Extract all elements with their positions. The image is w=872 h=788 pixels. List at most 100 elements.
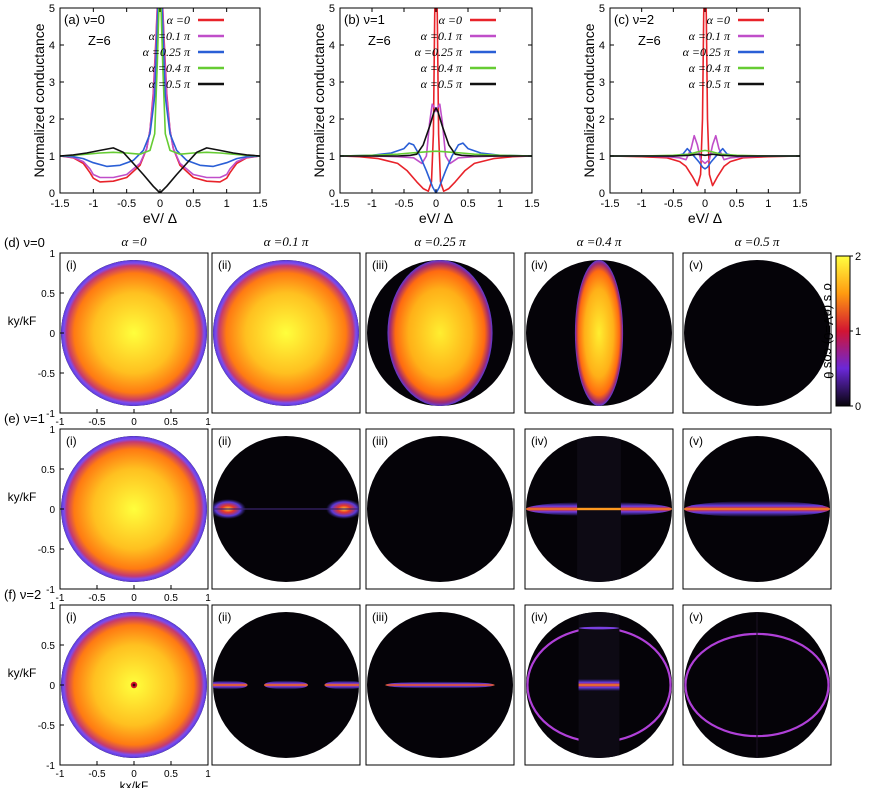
- panel-tag: (iv): [531, 434, 548, 448]
- y-tick-label-c: 5: [599, 3, 605, 15]
- y-tick-label-a: 0: [49, 188, 55, 200]
- series-line-b-1: [340, 103, 532, 165]
- map-x-tick-label: -0.5: [88, 593, 106, 604]
- x-tick-label-c: -1: [637, 198, 647, 210]
- chart-c: -1.5 -1 -0.5 0 0.5 1 1.5 0 1 2 3 4 5 eV/ Δ Normalized …: [581, 3, 808, 226]
- series-line-a-1: [60, 8, 260, 179]
- series-line-a-0: [60, 8, 260, 183]
- y-tick-label-c: 2: [599, 114, 605, 126]
- series-line-a-3: [60, 8, 260, 157]
- series-line-a-4: [60, 147, 260, 193]
- x-tick-label-a: -1.5: [51, 198, 70, 210]
- colorbar-tick-label: 2: [855, 251, 861, 263]
- map-x-tick-label: -0.5: [88, 417, 106, 428]
- map-x-axis-label: kx/kF: [120, 779, 149, 788]
- y-tick-label-c: 1: [599, 151, 605, 163]
- x-tick-label-a: -0.5: [117, 198, 136, 210]
- map-y-tick-label: 0.5: [41, 289, 55, 300]
- y-tick-label-b: 2: [329, 114, 335, 126]
- map-x-tick-label: 1: [205, 769, 211, 780]
- x-tick-label-b: 0: [433, 198, 439, 210]
- map-x-tick-label: 0.5: [164, 417, 178, 428]
- panel-tag: (i): [66, 434, 77, 448]
- legend-label-b: α =0: [439, 13, 462, 27]
- y-tick-label-b: 3: [329, 77, 335, 89]
- series-line-a-2: [60, 8, 260, 168]
- map-y-tick-label: 1: [49, 601, 55, 612]
- map-x-tick-label: 0.5: [164, 769, 178, 780]
- map-streak: [385, 681, 495, 689]
- map-core: [577, 507, 621, 511]
- series-line-c-0: [610, 8, 800, 187]
- map-y-axis-label: ky/kF: [8, 314, 37, 328]
- map-y-tick-label: 1: [49, 425, 55, 436]
- legend-label-c: α =0.5 π: [689, 77, 731, 91]
- map-cell: (i) 1 0.5 0 -0.5 -1 ky/kF -1 -0.5 0 0.5 1 kx/kF: [8, 601, 212, 788]
- map-y-tick-label: 0: [49, 681, 55, 692]
- y-axis-label-a: Normalized conductance: [31, 23, 47, 177]
- map-cell: (iii): [365, 428, 515, 590]
- y-axis-label-c: Normalized conductance: [581, 23, 597, 177]
- y-tick-label-a: 5: [49, 3, 55, 15]
- map-intensity: [61, 436, 207, 582]
- map-x-tick-label: -1: [56, 417, 65, 428]
- colorbar-tick-label: 1: [855, 326, 861, 338]
- y-tick-label-c: 4: [599, 40, 605, 52]
- map-y-tick-label: 0: [49, 329, 55, 340]
- legend-label-c: α =0: [707, 13, 730, 27]
- column-header: α =0: [121, 234, 147, 249]
- map-y-tick-label: 0.5: [41, 465, 55, 476]
- legend-label-b: α =0.4 π: [421, 61, 463, 75]
- row-label: (e) ν=1: [4, 411, 45, 426]
- map-y-tick-label: 0.5: [41, 641, 55, 652]
- x-axis-label-a: eV/ Δ: [143, 210, 177, 226]
- map-x-tick-label: 0: [131, 593, 137, 604]
- x-tick-label-c: -0.5: [664, 198, 683, 210]
- column-header: α =0.1 π: [264, 234, 309, 249]
- x-tick-label-b: -1.5: [331, 198, 350, 210]
- x-tick-label-a: 0: [157, 198, 163, 210]
- colorbar-label: σ s (eV=0) cos θ: [821, 283, 836, 379]
- panel-tag: (v): [689, 258, 703, 272]
- annotation-b: Z=6: [368, 33, 391, 48]
- panel-tag: (iii): [372, 610, 388, 624]
- x-tick-label-c: 0.5: [729, 198, 744, 210]
- x-axis-label-c: eV/ Δ: [688, 210, 722, 226]
- map-dash: [324, 680, 359, 690]
- map-line: [213, 508, 359, 510]
- x-tick-label-b: 1: [497, 198, 503, 210]
- y-axis-label-b: Normalized conductance: [311, 23, 327, 177]
- map-y-tick-label: -1: [46, 761, 55, 772]
- panel-label-b: (b) ν=1: [344, 12, 385, 27]
- map-core: [578, 679, 620, 691]
- panel-tag: (iii): [372, 258, 388, 272]
- fermi-disk: [684, 260, 830, 406]
- series-line-c-1: [610, 134, 800, 165]
- map-x-tick-label: 0.5: [164, 593, 178, 604]
- column-header: α =0.4 π: [577, 234, 622, 249]
- panel-tag: (iv): [531, 610, 548, 624]
- map-cell: (iv): [524, 428, 674, 590]
- panel-label-a: (a) ν=0: [64, 12, 105, 27]
- map-y-tick-label: -0.5: [38, 369, 56, 380]
- legend-label-b: α =0.25 π: [415, 45, 463, 59]
- series-line-b-0: [340, 8, 532, 192]
- map-y-axis-label: ky/kF: [8, 490, 37, 504]
- map-cell: (ii): [211, 252, 361, 414]
- row-label: (d) ν=0: [4, 235, 45, 250]
- y-tick-label-b: 0: [329, 188, 335, 200]
- x-tick-label-b: -0.5: [395, 198, 414, 210]
- legend-label-c: α =0.1 π: [689, 29, 731, 43]
- map-x-tick-label: 0: [131, 769, 137, 780]
- panel-tag: (i): [66, 610, 77, 624]
- series-line-c-2: [610, 147, 800, 170]
- legend-label-a: α =0.25 π: [143, 45, 191, 59]
- map-y-tick-label: 1: [49, 249, 55, 260]
- y-tick-label-b: 4: [329, 40, 335, 52]
- map-y-tick-label: -1: [46, 585, 55, 596]
- map-cell: (iv): [524, 604, 674, 766]
- chart-b: -1.5 -1 -0.5 0 0.5 1 1.5 0 1 2 3 4 5 eV/ Δ Normalized …: [311, 3, 540, 226]
- colorbar-ramp: [835, 255, 851, 407]
- map-y-tick-label: 0: [49, 505, 55, 516]
